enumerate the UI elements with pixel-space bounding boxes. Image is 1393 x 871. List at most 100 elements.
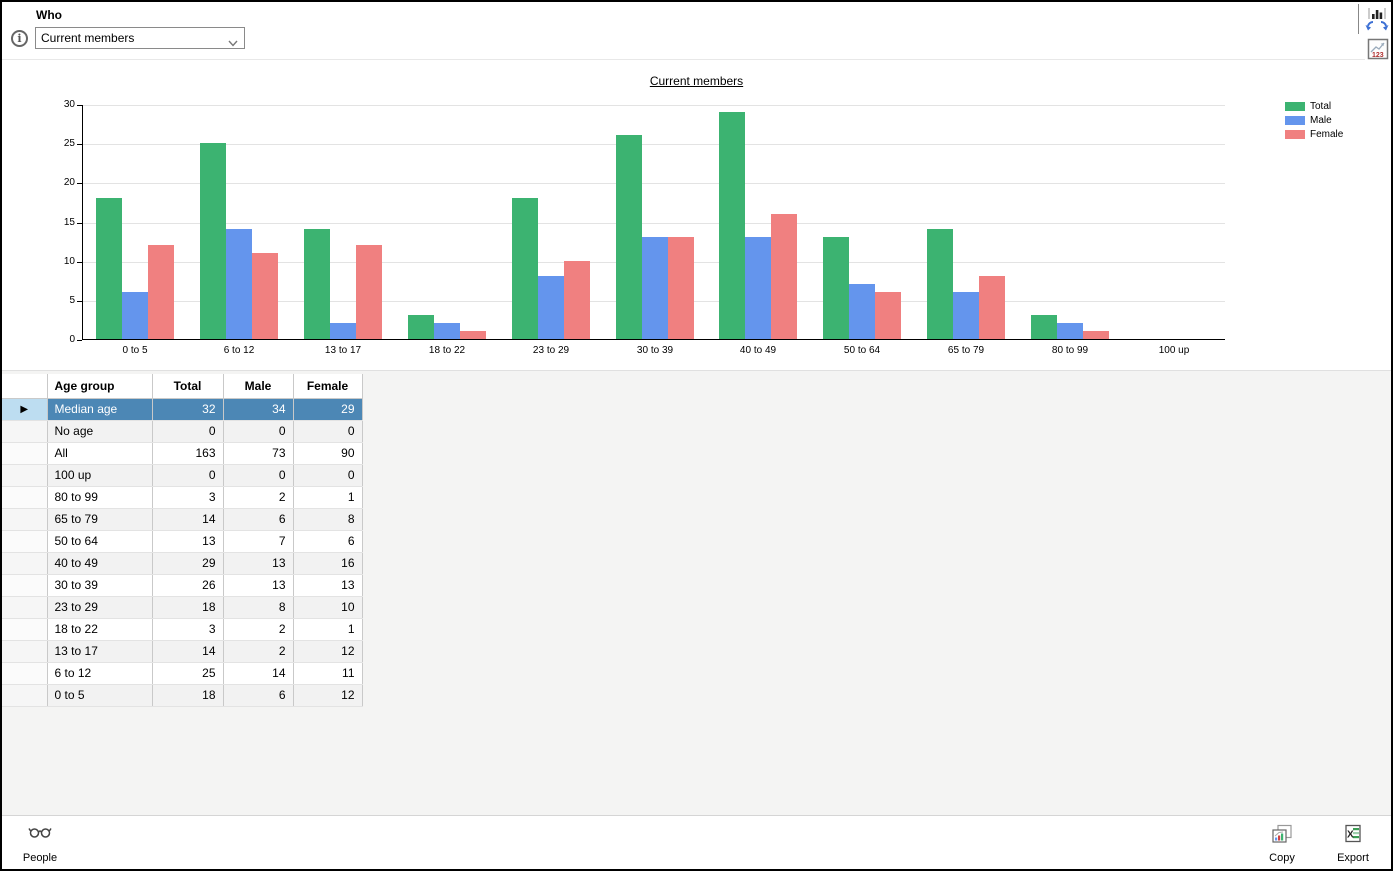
info-icon[interactable]: i (11, 30, 28, 47)
age-group-cell[interactable]: 30 to 39 (47, 574, 153, 597)
total-cell[interactable]: 29 (152, 552, 224, 575)
age-group-cell[interactable]: 0 to 5 (47, 684, 153, 707)
column-header-female[interactable]: Female (293, 374, 363, 399)
column-header-age-group[interactable]: Age group (47, 374, 153, 399)
female-cell[interactable]: 90 (293, 442, 363, 465)
female-cell[interactable]: 12 (293, 684, 363, 707)
male-cell[interactable]: 2 (223, 640, 294, 663)
total-cell[interactable]: 163 (152, 442, 224, 465)
row-selector-cell[interactable] (2, 640, 48, 663)
total-cell[interactable]: 18 (152, 684, 224, 707)
male-cell[interactable]: 14 (223, 662, 294, 685)
table-row-65-to-79[interactable]: 65 to 79 14 6 8 (2, 508, 363, 531)
age-group-cell[interactable]: 80 to 99 (47, 486, 153, 509)
row-selector-cell[interactable] (2, 552, 48, 575)
row-selector-cell[interactable] (2, 508, 48, 531)
female-cell[interactable]: 16 (293, 552, 363, 575)
age-group-cell[interactable]: 13 to 17 (47, 640, 153, 663)
age-group-cell[interactable]: 18 to 22 (47, 618, 153, 641)
age-group-cell[interactable]: 23 to 29 (47, 596, 153, 619)
people-button[interactable]: People (8, 820, 72, 866)
table-row-30-to-39[interactable]: 30 to 39 26 13 13 (2, 574, 363, 597)
row-selector-cell[interactable] (2, 574, 48, 597)
age-group-cell[interactable]: 40 to 49 (47, 552, 153, 575)
table-row-no-age[interactable]: No age 0 0 0 (2, 420, 363, 443)
export-button[interactable]: X Export (1321, 820, 1385, 866)
female-cell[interactable]: 13 (293, 574, 363, 597)
male-cell[interactable]: 6 (223, 508, 294, 531)
row-selector-cell[interactable] (2, 618, 48, 641)
total-cell[interactable]: 18 (152, 596, 224, 619)
male-cell[interactable]: 73 (223, 442, 294, 465)
male-cell[interactable]: 13 (223, 552, 294, 575)
total-cell[interactable]: 26 (152, 574, 224, 597)
x-axis-label: 80 to 99 (1051, 345, 1089, 356)
male-cell[interactable]: 34 (223, 398, 294, 421)
row-selector-cell[interactable] (2, 464, 48, 487)
row-selector-cell[interactable] (2, 442, 48, 465)
row-selector-cell[interactable] (2, 684, 48, 707)
column-header-male[interactable]: Male (223, 374, 294, 399)
table-row-median-age[interactable]: ▶ Median age 32 34 29 (2, 398, 363, 421)
age-group-cell[interactable]: 65 to 79 (47, 508, 153, 531)
male-cell[interactable]: 6 (223, 684, 294, 707)
female-cell[interactable]: 1 (293, 618, 363, 641)
copy-button[interactable]: Copy (1250, 820, 1314, 866)
age-group-cell[interactable]: 6 to 12 (47, 662, 153, 685)
age-group-cell[interactable]: Median age (47, 398, 153, 421)
table-row-0-to-5[interactable]: 0 to 5 18 6 12 (2, 684, 363, 707)
male-cell[interactable]: 7 (223, 530, 294, 553)
row-selector-cell[interactable] (2, 530, 48, 553)
legend-label: Total (1310, 101, 1332, 112)
male-cell[interactable]: 0 (223, 464, 294, 487)
total-cell[interactable]: 3 (152, 618, 224, 641)
total-cell[interactable]: 13 (152, 530, 224, 553)
row-selector-cell[interactable] (2, 486, 48, 509)
table-row-80-to-99[interactable]: 80 to 99 3 2 1 (2, 486, 363, 509)
female-cell[interactable]: 0 (293, 464, 363, 487)
row-selector-cell[interactable] (2, 662, 48, 685)
y-axis-tick (77, 144, 82, 146)
female-cell[interactable]: 12 (293, 640, 363, 663)
table-row-18-to-22[interactable]: 18 to 22 3 2 1 (2, 618, 363, 641)
male-cell[interactable]: 2 (223, 486, 294, 509)
female-cell[interactable]: 8 (293, 508, 363, 531)
total-cell[interactable]: 0 (152, 464, 224, 487)
female-cell[interactable]: 6 (293, 530, 363, 553)
female-cell[interactable]: 10 (293, 596, 363, 619)
total-cell[interactable]: 0 (152, 420, 224, 443)
age-group-cell[interactable]: 50 to 64 (47, 530, 153, 553)
who-dropdown[interactable]: Current members (35, 27, 245, 49)
chart-swap-axes-button[interactable] (1364, 6, 1390, 32)
table-row-13-to-17[interactable]: 13 to 17 14 2 12 (2, 640, 363, 663)
total-cell[interactable]: 32 (152, 398, 224, 421)
y-axis-label: 5 (69, 294, 75, 306)
column-header-total[interactable]: Total (152, 374, 224, 399)
age-group-cell[interactable]: No age (47, 420, 153, 443)
male-cell[interactable]: 13 (223, 574, 294, 597)
male-cell[interactable]: 8 (223, 596, 294, 619)
row-selector-cell[interactable]: ▶ (2, 398, 48, 421)
female-cell[interactable]: 0 (293, 420, 363, 443)
total-cell[interactable]: 14 (152, 640, 224, 663)
female-cell[interactable]: 1 (293, 486, 363, 509)
table-row-23-to-29[interactable]: 23 to 29 18 8 10 (2, 596, 363, 619)
table-row-all[interactable]: All 163 73 90 (2, 442, 363, 465)
row-selector-cell[interactable] (2, 420, 48, 443)
total-cell[interactable]: 25 (152, 662, 224, 685)
table-row-50-to-64[interactable]: 50 to 64 13 7 6 (2, 530, 363, 553)
total-cell[interactable]: 3 (152, 486, 224, 509)
table-row-6-to-12[interactable]: 6 to 12 25 14 11 (2, 662, 363, 685)
female-cell[interactable]: 29 (293, 398, 363, 421)
table-row-100-up[interactable]: 100 up 0 0 0 (2, 464, 363, 487)
total-cell[interactable]: 14 (152, 508, 224, 531)
chart-show-values-button[interactable]: 123 (1365, 37, 1391, 63)
male-cell[interactable]: 2 (223, 618, 294, 641)
table-row-40-to-49[interactable]: 40 to 49 29 13 16 (2, 552, 363, 575)
bar-male-23-to-29 (538, 276, 564, 339)
male-cell[interactable]: 0 (223, 420, 294, 443)
age-group-cell[interactable]: All (47, 442, 153, 465)
age-group-cell[interactable]: 100 up (47, 464, 153, 487)
female-cell[interactable]: 11 (293, 662, 363, 685)
row-selector-cell[interactable] (2, 596, 48, 619)
